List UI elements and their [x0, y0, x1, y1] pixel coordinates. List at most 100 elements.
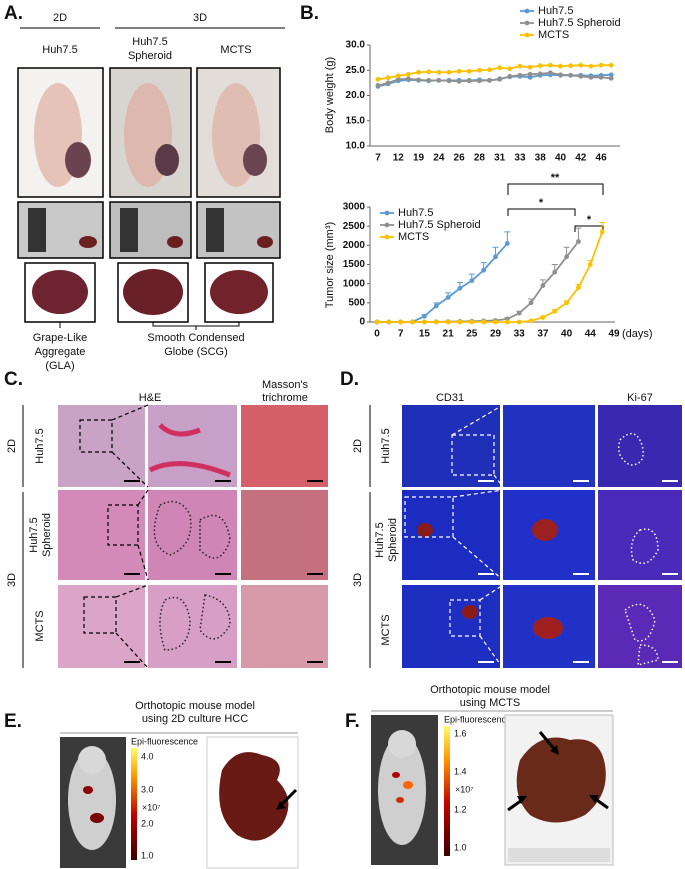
legend-label: Huh7.5 Spheroid: [398, 219, 481, 231]
marker: [552, 308, 558, 314]
colorbar: [444, 726, 450, 856]
colorbar-tick: 1.0: [454, 842, 467, 852]
legend-label: Huh7.5 Spheroid: [538, 17, 621, 29]
panel-c: C. H&E Masson's trichrome 2D 3D Huh7.5 H…: [4, 369, 328, 669]
marker: [558, 72, 563, 78]
x-tick-label: 42: [575, 153, 587, 164]
x-tick-label: 26: [454, 153, 466, 164]
marker: [527, 64, 533, 70]
group-label: 2D: [352, 439, 364, 453]
legend-marker: [384, 234, 390, 240]
column-label: Huh7.5: [42, 44, 77, 56]
series-line: [377, 242, 509, 323]
marker: [422, 313, 427, 319]
legend-marker: [384, 222, 390, 228]
marker: [599, 229, 605, 235]
marker: [386, 319, 392, 325]
colorbar-unit: ×10⁷: [455, 784, 474, 794]
group-label: 3D: [193, 12, 207, 24]
panel-e: E. Orthotopic mouse model using 2D cultu…: [4, 700, 299, 869]
x-tick-label: 40: [561, 329, 573, 340]
x-tick-label: 12: [393, 153, 405, 164]
marker: [481, 267, 487, 273]
marker: [564, 254, 569, 260]
marker: [608, 72, 614, 78]
legend-marker: [524, 32, 530, 38]
marker: [487, 77, 492, 83]
y-tick-label: 10.0: [346, 141, 366, 152]
marker: [398, 319, 404, 325]
marker: [433, 303, 439, 309]
significance-bracket: [507, 183, 604, 232]
marker: [426, 69, 432, 75]
marker: [406, 76, 411, 82]
marker: [493, 319, 498, 325]
colorbar-tick: 1.2: [454, 804, 467, 814]
colorbar-unit: ×10⁷: [142, 802, 161, 812]
group-label: 3D: [352, 573, 364, 587]
column-header: trichrome: [262, 392, 308, 404]
legend-marker: [524, 20, 530, 26]
marker: [445, 295, 451, 300]
panel-a: A. 2D 3D Huh7.5 Huh7.5 Spheroid MCTS Gra…: [4, 3, 285, 372]
colorbar-tick: 1.4: [454, 766, 467, 776]
y-tick-label: 30.0: [346, 40, 366, 51]
panel-label: C.: [4, 369, 23, 390]
marker: [516, 310, 522, 316]
y-tick-label: 0: [359, 317, 365, 328]
marker: [540, 315, 546, 320]
mouse-photos: [17, 67, 281, 323]
marker: [410, 319, 415, 325]
marker: [507, 73, 513, 79]
colorbar-tick: 1.6: [454, 728, 467, 738]
y-tick-label: 1000: [343, 278, 366, 289]
histology-images: [58, 404, 328, 669]
colorbar-tick: 4.0: [141, 751, 154, 761]
marker: [406, 71, 411, 77]
group-label: 2D: [53, 12, 67, 24]
panel-label: D.: [340, 369, 359, 390]
marker: [528, 318, 534, 324]
x-tick-label: 33: [514, 329, 526, 340]
marker: [395, 76, 401, 82]
marker: [507, 66, 513, 72]
y-tick-label: 15.0: [346, 115, 366, 126]
marker: [504, 241, 510, 246]
column-header: CD31: [436, 392, 464, 404]
panel-label: E.: [4, 711, 22, 732]
marker: [481, 319, 487, 325]
y-tick-label: 3000: [343, 202, 366, 213]
y-tick-label: 2500: [343, 221, 366, 232]
x-tick-label: 29: [490, 329, 502, 340]
group-label: 3D: [6, 573, 18, 587]
y-tick-label: 20.0: [346, 90, 366, 101]
panel-title: Orthotopic mouse model: [135, 700, 255, 712]
y-tick-label: 25.0: [346, 65, 366, 76]
axis: [369, 45, 620, 147]
x-tick-label: 25: [466, 329, 478, 340]
caption: Smooth Condensed: [147, 332, 244, 344]
column-header: Ki-67: [627, 392, 653, 404]
legend-marker: [384, 210, 390, 216]
marker: [516, 319, 522, 325]
legend-label: MCTS: [538, 29, 569, 41]
column-label: MCTS: [220, 44, 251, 56]
marker: [528, 300, 534, 306]
caption: Globe (SCG): [164, 346, 228, 358]
marker: [540, 283, 546, 288]
marker: [576, 285, 581, 290]
marker: [469, 319, 475, 325]
marker: [537, 71, 543, 77]
marker: [587, 262, 593, 267]
marker: [457, 285, 463, 291]
marker: [477, 67, 482, 73]
marker: [608, 62, 614, 68]
marker: [446, 78, 452, 84]
x-tick-label: 19: [413, 153, 425, 164]
legend-label: MCTS: [398, 231, 429, 243]
marker: [568, 72, 574, 78]
x-tick-label: 31: [494, 153, 506, 164]
marker: [547, 62, 553, 68]
x-tick-label: 38: [535, 153, 547, 164]
